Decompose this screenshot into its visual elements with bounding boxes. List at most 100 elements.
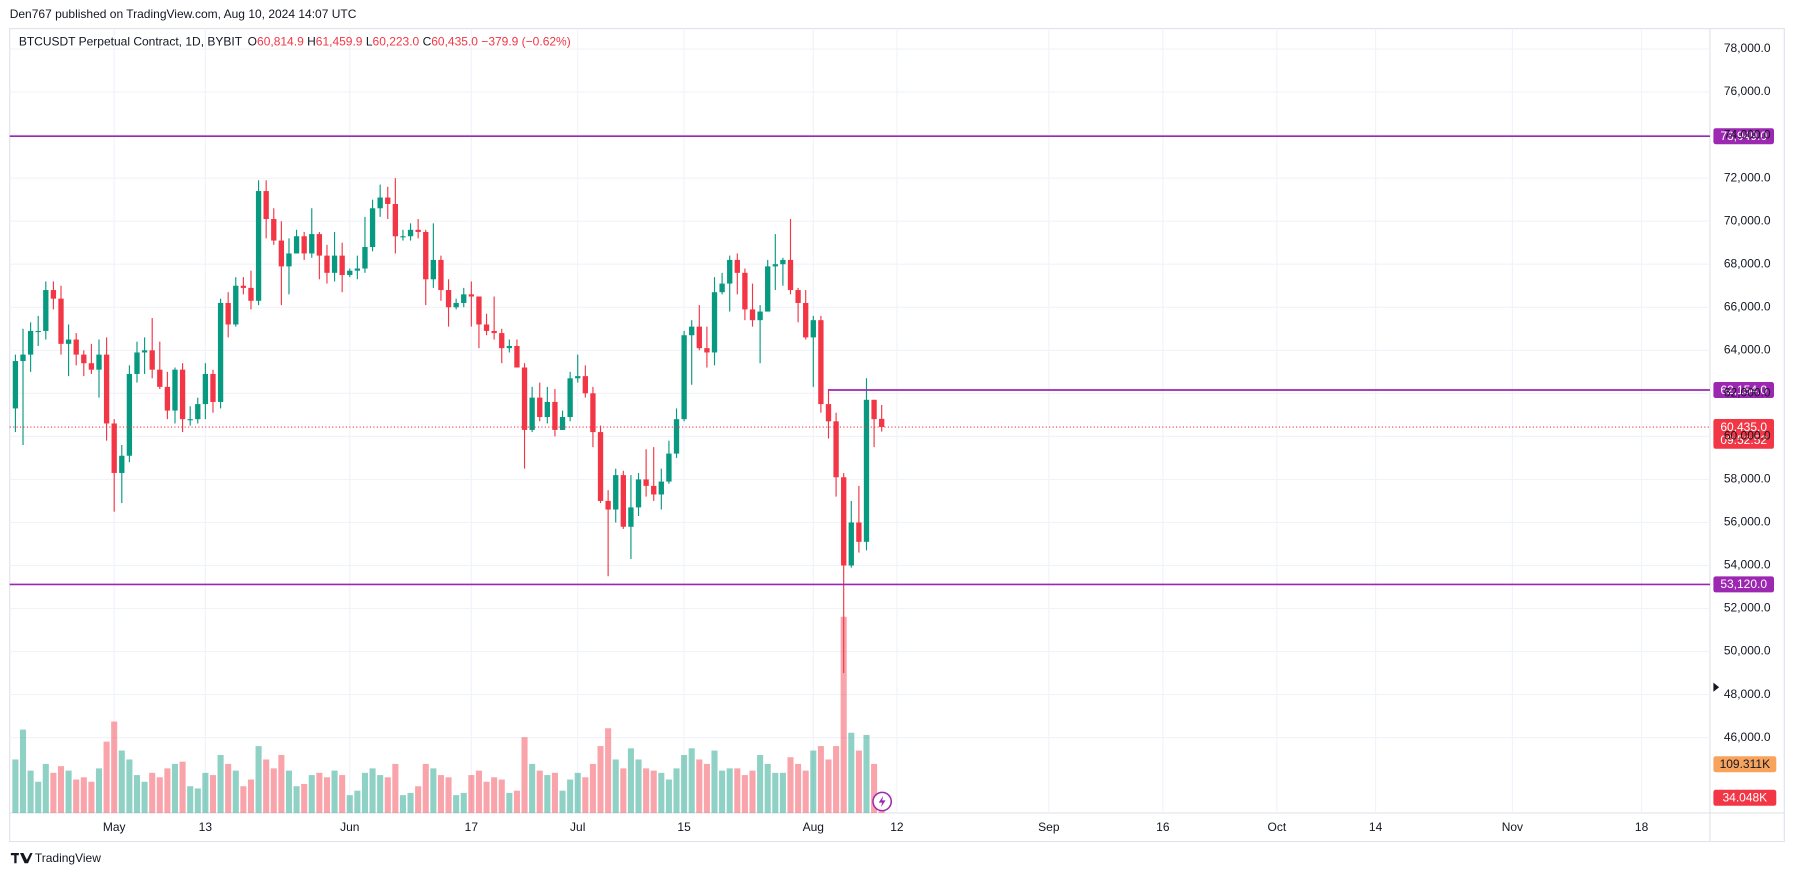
- candle-body: [240, 285, 247, 288]
- volume-bar: [483, 781, 490, 813]
- volume-bar: [665, 779, 672, 813]
- candle-body: [803, 302, 809, 338]
- volume-bar: [719, 770, 726, 813]
- volume-bar: [42, 763, 49, 813]
- candle-body: [103, 354, 110, 424]
- candle-body: [848, 522, 854, 566]
- volume-bar: [597, 746, 604, 813]
- legend-value: 60,435.0: [431, 34, 478, 48]
- candle-body: [50, 290, 57, 299]
- volume-bar: [574, 772, 581, 813]
- volume-bar: [149, 772, 156, 813]
- volume-bar: [141, 781, 148, 813]
- volume-bar: [323, 777, 331, 813]
- candle-body: [88, 363, 95, 370]
- volume-bar: [369, 768, 376, 813]
- volume-bar: [361, 772, 368, 813]
- volume-label-bg: [1713, 789, 1777, 806]
- volume-bar: [810, 750, 817, 813]
- volume-bar: [270, 768, 277, 813]
- volume-bar: [407, 792, 414, 813]
- legend-symbol: BTCUSDT Perpetual Contract, 1D, BYBIT: [19, 34, 243, 48]
- scroll-arrow[interactable]: [1713, 682, 1720, 692]
- candle-body: [597, 432, 604, 501]
- candle-body: [590, 393, 596, 433]
- candle-body: [339, 255, 345, 275]
- volume-bar: [247, 779, 255, 813]
- volume-bar: [263, 759, 270, 813]
- candle-body: [499, 333, 505, 349]
- candle-body: [438, 259, 444, 291]
- candle-body: [255, 191, 262, 301]
- volume-bar: [795, 763, 802, 813]
- volume-bar: [399, 795, 406, 813]
- volume-bar: [453, 795, 460, 813]
- y-tick-label: 78,000.0: [1724, 41, 1771, 55]
- x-tick-label: Nov: [1502, 820, 1523, 834]
- candle-body: [423, 231, 429, 280]
- candle-body: [879, 418, 885, 428]
- volume-bar: [802, 770, 809, 813]
- volume-bar: [232, 770, 239, 813]
- candle-body: [529, 397, 535, 430]
- legend-key: O: [248, 34, 257, 48]
- candle-body: [324, 255, 330, 273]
- last-price-label: 60,435.0: [1720, 420, 1767, 434]
- candle-body: [787, 259, 794, 291]
- x-tick-label: 18: [1635, 820, 1649, 834]
- x-tick-label: Aug: [803, 820, 824, 834]
- legend-key: L: [366, 34, 373, 48]
- candle-body: [841, 477, 847, 566]
- y-tick-label: 72,000.0: [1724, 170, 1771, 184]
- candle-body: [407, 229, 414, 237]
- replay-icon[interactable]: [872, 791, 893, 812]
- volume-bar: [840, 616, 847, 813]
- volume-bar: [582, 777, 589, 813]
- volume-bar: [278, 754, 285, 813]
- candles: [12, 178, 885, 674]
- candle-body: [734, 259, 740, 273]
- brand-name: TradingView: [35, 851, 101, 865]
- volume-bar: [308, 775, 315, 813]
- volume-bar: [164, 768, 171, 813]
- volume-bar: [293, 786, 300, 813]
- candle-body: [392, 203, 399, 237]
- volume-bar: [346, 795, 353, 813]
- volume-bar: [133, 775, 141, 813]
- candle-body: [552, 401, 558, 430]
- volume-bar: [445, 777, 452, 813]
- candle-body: [453, 302, 459, 308]
- y-tick-label: 52,000.0: [1724, 601, 1771, 615]
- candle-body: [217, 302, 224, 402]
- volume-bar: [741, 775, 748, 813]
- volume-bar: [35, 781, 42, 813]
- volume-bar: [688, 748, 695, 813]
- volume-bar: [749, 770, 756, 813]
- candle-body: [704, 348, 710, 353]
- volume-bar: [551, 772, 558, 813]
- candle-body: [385, 197, 391, 204]
- legend: BTCUSDT Perpetual Contract, 1D, BYBIT O 6…: [19, 34, 571, 48]
- y-tick-label: 68,000.0: [1724, 256, 1771, 270]
- volume-bar: [80, 777, 87, 813]
- candle-body: [126, 373, 133, 456]
- candle-body: [521, 367, 528, 430]
- volume-bar: [612, 759, 619, 813]
- candle-body: [263, 191, 269, 220]
- candle-body: [35, 330, 41, 333]
- x-tick-label: Jun: [340, 820, 359, 834]
- x-tick-label: Sep: [1038, 820, 1060, 834]
- volume-bar: [209, 775, 217, 813]
- candle-body: [271, 219, 277, 241]
- volume-bar: [757, 754, 764, 813]
- volume-bar: [498, 779, 505, 813]
- volume-bar: [460, 792, 467, 813]
- candle-body: [833, 421, 839, 478]
- volume-bar: [65, 770, 72, 813]
- brand-logo: [10, 852, 33, 864]
- candle-body: [195, 404, 201, 420]
- volume-bar: [605, 728, 612, 813]
- candle-body: [863, 399, 870, 542]
- price-label: 62,154.0: [1720, 383, 1767, 397]
- candle-body: [757, 311, 763, 321]
